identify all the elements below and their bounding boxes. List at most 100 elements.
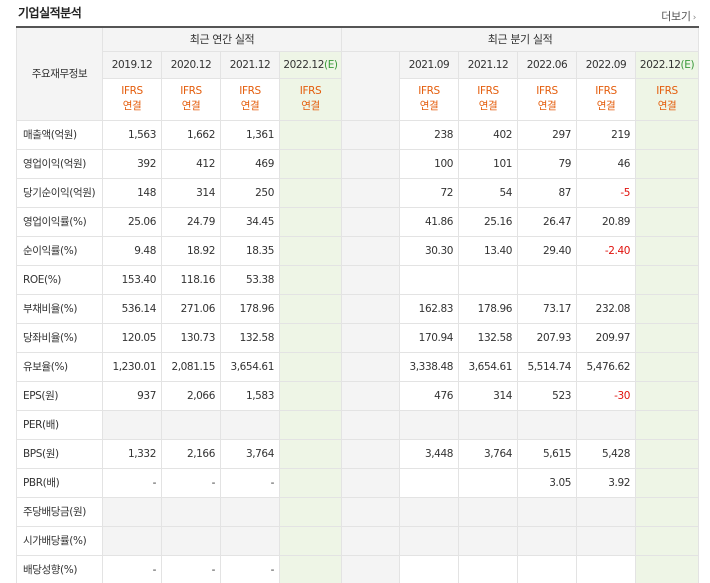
spacer-cell (341, 496, 401, 527)
value-cell (278, 206, 343, 237)
value-cell: 18.92 (161, 235, 221, 266)
value-cell: 5,615 (517, 438, 578, 469)
estimate-mark: (E) (680, 58, 695, 71)
value-cell (635, 322, 700, 353)
value-cell (635, 467, 700, 498)
row-label: 순이익률(%) (16, 235, 103, 266)
value-cell (399, 496, 460, 527)
value-cell: 30.30 (399, 235, 460, 266)
value-cell: 3,338.48 (399, 351, 460, 382)
row-label: 영업이익(억원) (16, 148, 103, 179)
value-cell: -30 (576, 380, 637, 411)
ifrs-label: IFRS (595, 85, 617, 97)
section-header: 기업실적분석 더보기 › (0, 0, 710, 26)
table-row: 유보율(%) 1,230.01 2,081.15 3,654.61 3,338.48 3,… (16, 351, 700, 382)
value-cell: 476 (399, 380, 460, 411)
value-cell: 219 (576, 119, 637, 150)
value-cell: -5 (576, 177, 637, 208)
value-cell (102, 496, 162, 527)
period-label: 2021.09 (408, 58, 450, 71)
ifrs-badge: IFRS 연결 (102, 77, 162, 121)
row-label: 주당배당금(원) (16, 496, 103, 527)
value-cell (278, 496, 343, 527)
ifrs-badge: IFRS 연결 (220, 77, 280, 121)
section-title: 기업실적분석 (18, 6, 82, 20)
value-cell (399, 525, 460, 556)
ifrs-badge: IFRS 연결 (278, 77, 343, 121)
ifrs-label: IFRS (121, 85, 143, 97)
row-label: 영업이익률(%) (16, 206, 103, 237)
table-row: 순이익률(%) 9.48 18.92 18.35 30.30 13.40 29.40 -2.4… (16, 235, 700, 266)
consolidated-label: 연결 (657, 100, 677, 112)
period-label: 2020.12 (170, 58, 212, 71)
value-cell (635, 438, 700, 469)
value-cell: 72 (399, 177, 460, 208)
ifrs-label: IFRS (477, 85, 499, 97)
corner-header: 주요재무정보 (16, 26, 103, 121)
value-cell (458, 554, 519, 583)
value-cell: 314 (161, 177, 221, 208)
row-label: EPS(원) (16, 380, 103, 411)
value-cell: 46 (576, 148, 637, 179)
value-cell (458, 409, 519, 440)
financial-summary-table: 주요재무정보 최근 연간 실적 최근 분기 실적 2019.12 2020.12 2… (16, 26, 700, 583)
value-cell (161, 496, 221, 527)
spacer-cell (341, 177, 401, 208)
value-cell: 25.16 (458, 206, 519, 237)
quarter-group-header: 최근 분기 실적 (341, 26, 700, 52)
value-cell: 9.48 (102, 235, 162, 266)
spacer-cell (341, 235, 401, 266)
value-cell (635, 496, 700, 527)
value-cell: - (220, 554, 280, 583)
value-cell: 148 (102, 177, 162, 208)
period-label: 2021.12 (229, 58, 271, 71)
value-cell: 29.40 (517, 235, 578, 266)
period-label: 2022.12 (639, 58, 681, 71)
value-cell: 3,764 (220, 438, 280, 469)
table-row: 시가배당률(%) (16, 525, 700, 556)
value-cell (278, 119, 343, 150)
period-header: 2022.09 (576, 50, 637, 79)
value-cell: 1,583 (220, 380, 280, 411)
value-cell: 1,662 (161, 119, 221, 150)
value-cell (102, 525, 162, 556)
value-cell: 101 (458, 148, 519, 179)
value-cell: 34.45 (220, 206, 280, 237)
value-cell: 178.96 (220, 293, 280, 324)
value-cell: 178.96 (458, 293, 519, 324)
table-row: 영업이익(억원) 392 412 469 100 101 79 46 (16, 148, 700, 179)
value-cell: 26.47 (517, 206, 578, 237)
spacer-cell (341, 467, 401, 498)
period-header: 2021.12 (458, 50, 519, 79)
value-cell: 297 (517, 119, 578, 150)
value-cell (278, 409, 343, 440)
value-cell (517, 525, 578, 556)
value-cell (635, 525, 700, 556)
value-cell (220, 409, 280, 440)
value-cell: 1,563 (102, 119, 162, 150)
value-cell (635, 351, 700, 382)
value-cell (576, 525, 637, 556)
ifrs-badge: IFRS 연결 (458, 77, 519, 121)
consolidated-label: 연결 (301, 100, 320, 112)
value-cell: 2,066 (161, 380, 221, 411)
value-cell (278, 525, 343, 556)
table-row: PER(배) (16, 409, 700, 440)
consolidated-label: 연결 (122, 100, 142, 112)
value-cell (161, 525, 221, 556)
value-cell (576, 554, 637, 583)
value-cell: 392 (102, 148, 162, 179)
value-cell: 3.92 (576, 467, 637, 498)
period-label: 2022.09 (585, 58, 627, 71)
ifrs-label: IFRS (180, 85, 202, 97)
period-header: 2022.06 (517, 50, 578, 79)
table-row: PBR(배) - - -3.05 3.92 (16, 467, 700, 498)
value-cell (635, 148, 700, 179)
ifrs-label: IFRS (656, 85, 678, 97)
table-row: 주당배당금(원) (16, 496, 700, 527)
more-link[interactable]: 더보기 › (661, 8, 696, 24)
value-cell: 2,166 (161, 438, 221, 469)
consolidated-label: 연결 (478, 100, 498, 112)
value-cell (399, 554, 460, 583)
value-cell (220, 525, 280, 556)
